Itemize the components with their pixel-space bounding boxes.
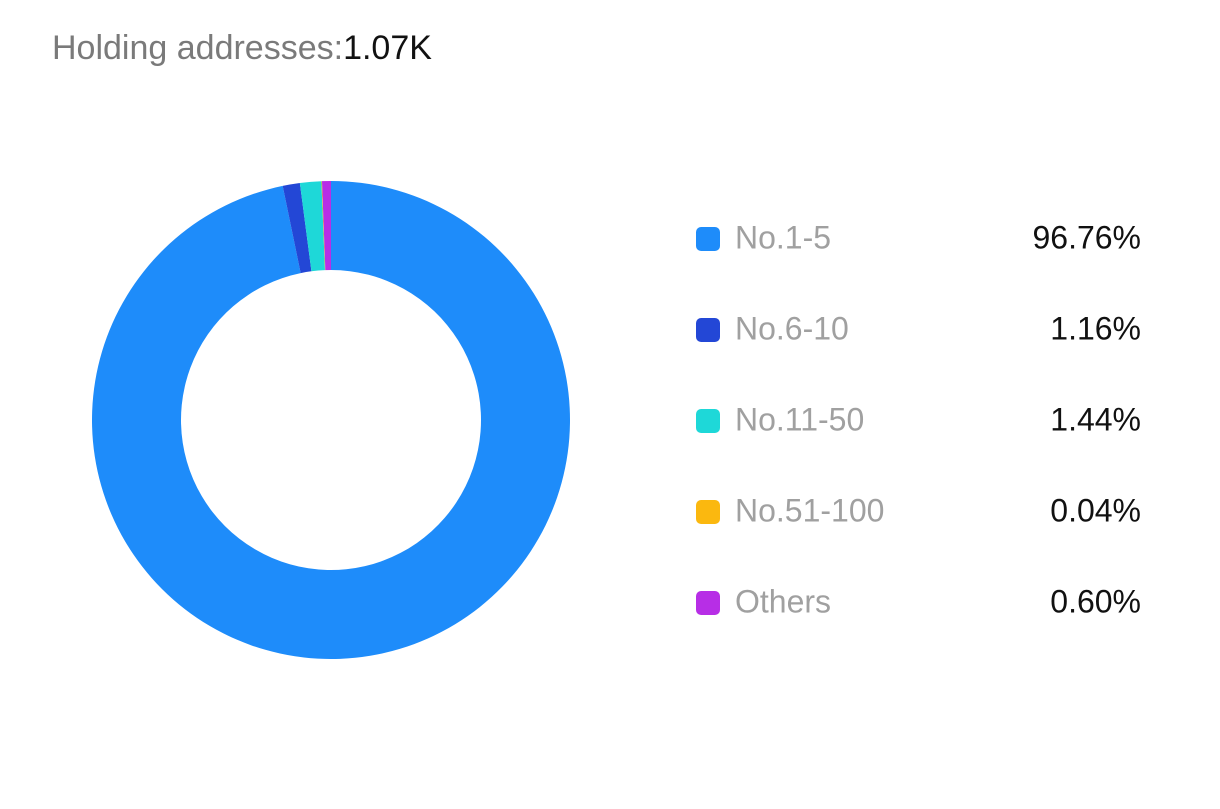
legend-label: No.1-5	[735, 219, 831, 255]
legend-swatch	[696, 409, 720, 433]
legend-label: Others	[735, 583, 831, 619]
donut-segment	[92, 181, 571, 659]
donut-segment	[282, 183, 312, 274]
value-label: 1.16%	[1050, 310, 1141, 346]
legend-swatch	[696, 591, 720, 615]
header-value: 1.07K	[343, 29, 432, 67]
value-label: 96.76%	[1032, 219, 1141, 255]
value-label: 0.04%	[1050, 492, 1141, 528]
header-label: Holding addresses:	[52, 29, 343, 67]
legend-swatch	[696, 318, 720, 342]
legend-swatch	[696, 500, 720, 524]
legend-swatch	[696, 227, 720, 251]
value-label: 0.60%	[1050, 583, 1141, 619]
donut-segment	[299, 181, 325, 272]
donut-segment	[321, 181, 331, 271]
legend-label: No.11-50	[735, 401, 864, 437]
legend-label: No.51-100	[735, 492, 884, 528]
donut-segment	[321, 181, 326, 271]
legend-label: No.6-10	[735, 310, 849, 346]
value-label: 1.44%	[1050, 401, 1141, 437]
